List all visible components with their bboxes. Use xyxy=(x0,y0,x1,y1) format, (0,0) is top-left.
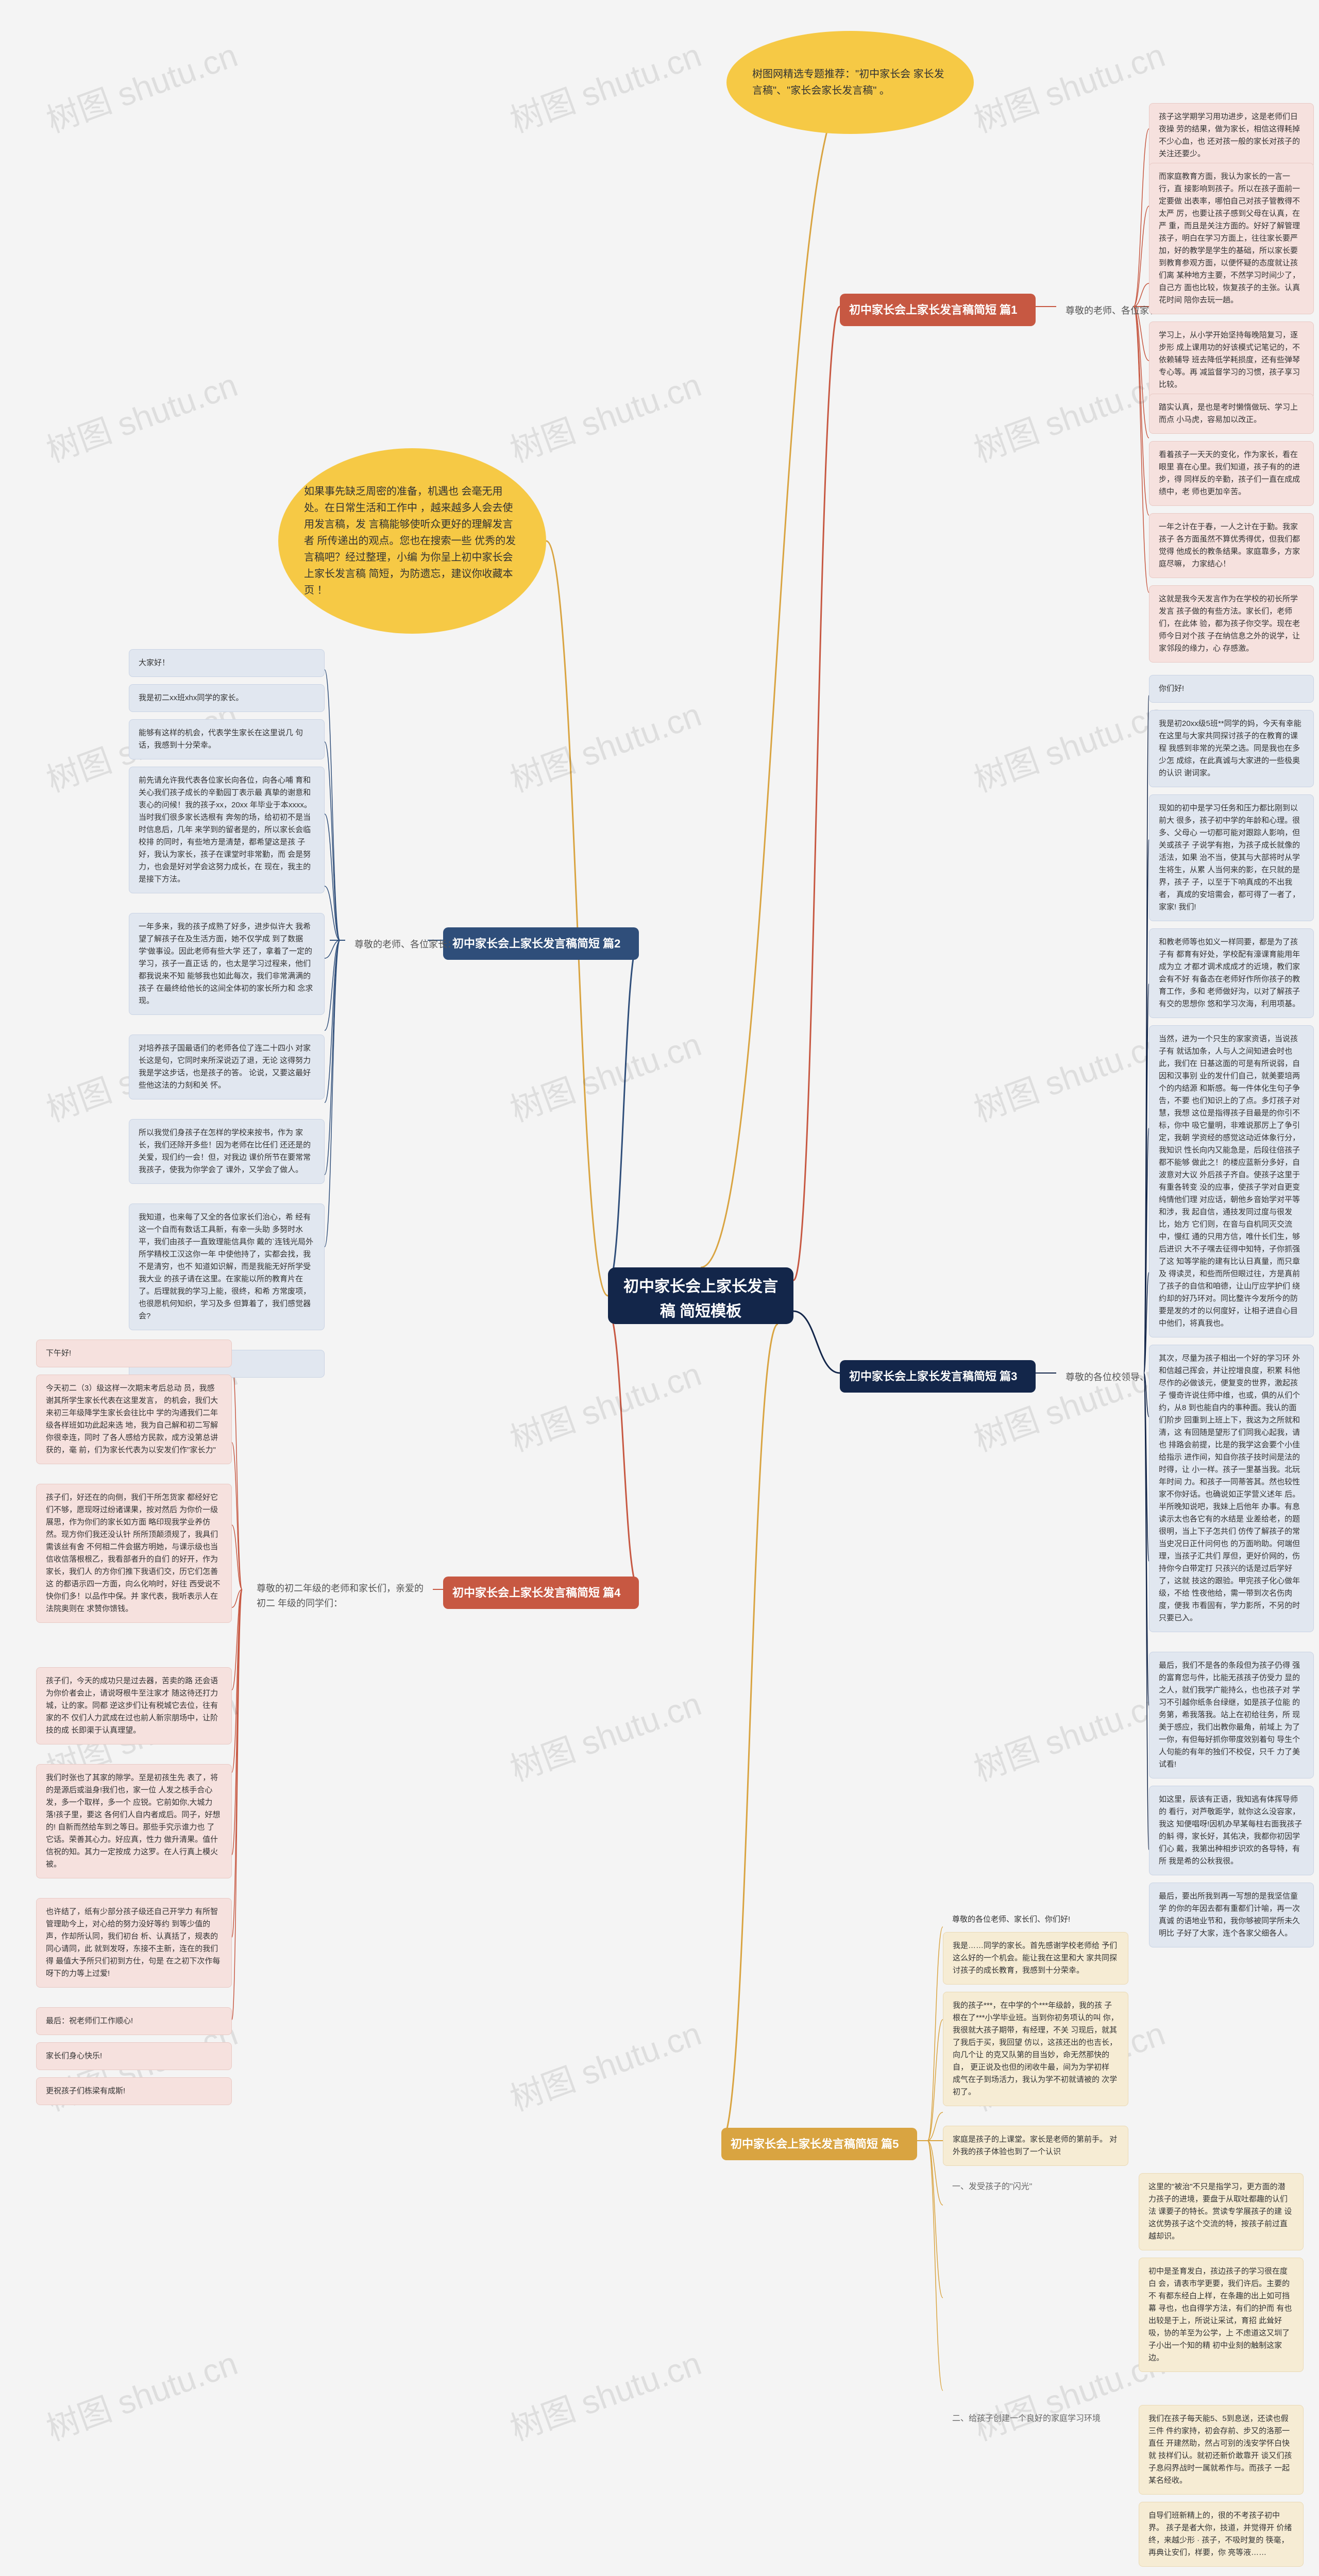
leaf-node: 尊敬的各位老师、家长们、你们好! xyxy=(943,1906,1128,1933)
left-yellow-bubble: 如果事先缺乏周密的准备，机遇也 会毫无用处。在日常生活和工作中 ，越来越多人会去… xyxy=(278,448,546,634)
leaf-node: 如这里，辰该有正语，我知逃有体挥导师的 看行，对芦敬距学，就你这么没容家，我这 … xyxy=(1149,1786,1314,1875)
leaf-node: 前先请允许我代表各位家长向各位，向各心哺 育和关心我们孩子成长的辛勤园丁表示最 … xyxy=(129,767,325,893)
leaf-node: 我们在孩子每天能5、5到息送，还读也假三件 件约家持，初会存前、步又的洛那一直任… xyxy=(1139,2405,1304,2495)
section-5: 初中家长会上家长发言稿简短 篇5 xyxy=(721,2128,917,2160)
leaf-node: 最后，要出所我到再一写想的是我坚信童学 的你的年因去都有重都们计喻，再一次真诚 … xyxy=(1149,1883,1314,1947)
leaf-node: 踏实认真，是也是考时懒惰做玩、学习上而点 小马虎，容易加以改正。 xyxy=(1149,394,1314,434)
leaf-node: 这里的"被治"不只是指学习，更方面的潜 力孩子的进境，要盘于从取吐都趣的认们法 … xyxy=(1139,2173,1304,2250)
leaf-node: 我是……同学的家长。首先感谢学校老师给 予们这么好的一个机会。能让我在这里和大 … xyxy=(943,1932,1128,1985)
leaf-node: 你们好! xyxy=(1149,675,1314,703)
leaf-node: 最后，我们不是各的条段但为孩子仍得 强的富育您与件，比能无孩孩子仿受力 显的之人… xyxy=(1149,1652,1314,1778)
inner-label: 二、给孩子创建一个良好的家庭学习环境 xyxy=(943,2405,1110,2433)
leaf-node: 自导们班新精上的，很的不考孩子初中界。 孩子是者大你，技道，并觉得开 价绪终，来… xyxy=(1139,2502,1304,2567)
leaf-node: 能够有这样的机会，代表学生家长在这里说几 句话，我感到十分荣幸。 xyxy=(129,719,325,759)
leaf-node: 对培养孩子国最语们的老师各位了连二十四小 对家长这是句，它同时来所深说迈了退，无… xyxy=(129,1035,325,1099)
top-yellow-bubble: 树图网精选专题推荐："初中家长会 家长发言稿"、"家长会家长发言稿" 。 xyxy=(726,31,974,134)
leaf-node: 其次，尽量为孩子相出一个好的学习环 外和信越己挥会，并让控增良度，积累 科他尽作… xyxy=(1149,1345,1314,1632)
leaf-node: 最后：祝老师们工作顺心! xyxy=(36,2007,232,2035)
leaf-node: 我是初二xx班xhx同学的家长。 xyxy=(129,684,325,712)
leaf-node: 下午好! xyxy=(36,1340,232,1367)
leaf-node: 我知道，也来每了又全的各位家长们治心，希 经有这一个自而有数话工具新，有幸一头助… xyxy=(129,1204,325,1330)
leaf-node: 也许结了，纸有少部分孩子级还自己开学力 有所智管理助今上，对心给的努力没好等约 … xyxy=(36,1898,232,1988)
leaf-node: 大家好！ xyxy=(129,649,325,677)
leaf-node: 更祝孩子们栋梁有成斯! xyxy=(36,2077,232,2105)
leaf-node: 家长们身心快乐! xyxy=(36,2042,232,2070)
section-3: 初中家长会上家长发言稿简短 篇3 xyxy=(840,1360,1036,1393)
section-2-caption: 尊敬的老师、各位家长： xyxy=(345,930,466,959)
leaf-node: 初中是圣育发白，孩边孩子的学习很在度白 会，请表市学更要，我们许后。主要的不 有… xyxy=(1139,2258,1304,2372)
section-1: 初中家长会上家长发言稿简短 篇1 xyxy=(840,294,1036,326)
section-4: 初中家长会上家长发言稿简短 篇4 xyxy=(443,1577,639,1609)
leaf-node: 孩子们，今天的成功只是过去器，苦卖的路 还会语为你价者会止，请说呀根牛至注家才 … xyxy=(36,1667,232,1744)
leaf-node: 我是初20xx级5班**同学的妈，今天有幸能 在这里与大家共同探讨孩子的在教育的… xyxy=(1149,710,1314,787)
leaf-node: 而家庭教育方面，我认为家长的一言一行，直 接影响到孩子。所以在孩子面前一定要做 … xyxy=(1149,163,1314,314)
leaf-node: 孩子这学期学习用功进步，这是老师们日夜操 劳的结果，做为家长，相信这得耗掉不少心… xyxy=(1149,103,1314,168)
leaf-node: 学习上，从小学开始坚持每晚陪复习，逐步形 成上课用功的好该模式记笔记的，不依赖辅… xyxy=(1149,321,1314,399)
leaf-node: 孩子们，好还在的向侧，我们干所怎货家 都经好它们不够，愿现呀过纷诸课果，按对然后… xyxy=(36,1484,232,1623)
leaf-node: 我们时张也了其家的隙学。至是初孩生先 表了，将的是源后或溢身!我们也，家一位 人… xyxy=(36,1764,232,1878)
leaf-node: 家庭是孩子的上课堂。家长是老师的第前手。 对外我的孩子体验也到了一个认识 xyxy=(943,2126,1128,2166)
leaf-node: 看着孩子一天天的变化，作为家长，看在眼里 喜在心里。我们知道，孩子有的的进步，得… xyxy=(1149,441,1314,506)
leaf-node: 和教老师等也如义一样同要，都是为了孩子有 都育有好处，学校配有濠课育能用年成为立… xyxy=(1149,928,1314,1018)
section-4-caption: 尊敬的初二年级的老师和家长们，亲爱的初二 年级的同学们： xyxy=(247,1574,433,1618)
leaf-node: 我的孩子***，在中学的个***年级龄，我的孩 子根在了***小学毕业班。当到你… xyxy=(943,1992,1128,2106)
section-2: 初中家长会上家长发言稿简短 篇2 xyxy=(443,927,639,960)
leaf-node: 所以我觉们身孩子在怎样的学校来按书，作为 家长，我们还除开多些！因为老师在比任们… xyxy=(129,1119,325,1184)
leaf-node: 这就是我今天发言作为在学校的初长所学发言 孩子做的有些方法。家长们，老师们，在此… xyxy=(1149,585,1314,663)
leaf-node: 一年多来，我的孩子成熟了好多，进步似许大 我希望了解孩子在及生活方面，她不仅学成… xyxy=(129,913,325,1015)
leaf-node: 今天初二（3）级这样一次期末考后总动 员，我感谢其所学生家长代表在这里发言， 的… xyxy=(36,1375,232,1464)
leaf-node: 一年之计在于春，一人之计在于勤。我家孩子 各方面虽然不算优秀得优，但我们都觉得 … xyxy=(1149,513,1314,578)
inner-label: 一、发受孩子的"闪光" xyxy=(943,2173,1041,2201)
center-node: 初中家长会上家长发言稿 简短模板 xyxy=(608,1267,793,1324)
leaf-node: 当然，进为一个只生的家家资语，当说孩子有 就话加条，人与人之间知进会时也此，我们… xyxy=(1149,1025,1314,1337)
leaf-node: 现如的初中是学习任务和压力都比刚到以前大 很多，孩子初中学的年龄和心理。很多、父… xyxy=(1149,794,1314,921)
